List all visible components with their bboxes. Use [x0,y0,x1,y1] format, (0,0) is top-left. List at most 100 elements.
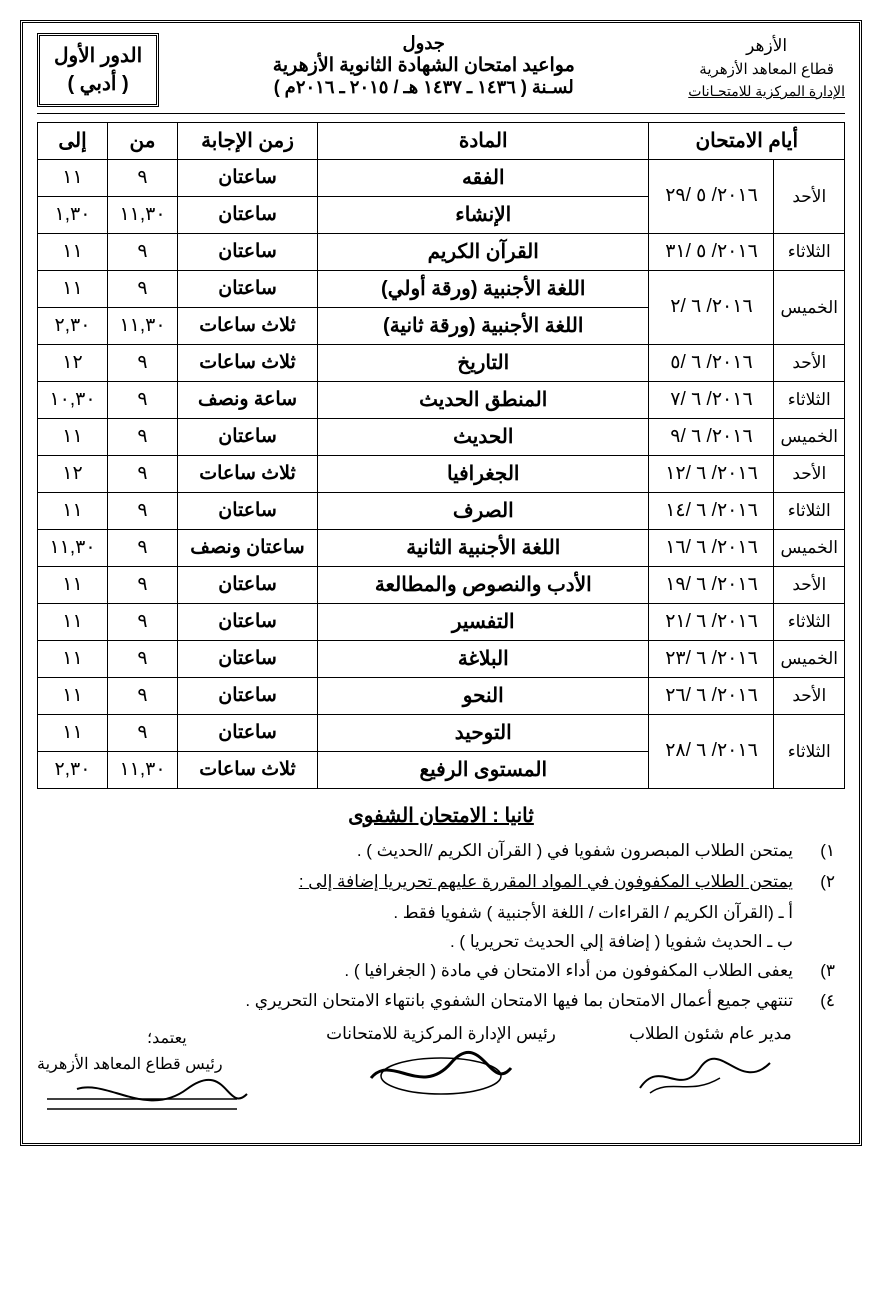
cell-day: الثلاثاء [774,382,845,419]
table-row: الخميس٢٠١٦/ ٦ /٩الحديثساعتان٩١١ [38,419,845,456]
cell-subject: النحو [318,678,649,715]
cell-subject: اللغة الأجنبية الثانية [318,530,649,567]
cell-from: ٩ [108,567,178,604]
cell-date: ٢٠١٦/ ٦ /٢٦ [649,678,774,715]
oral-item-text: يمتحن الطلاب المكفوفون في المواد المقررة… [47,868,793,897]
round-box: الدور الأول ( أدبي ) [37,33,159,107]
cell-subject: اللغة الأجنبية (ورقة أولي) [318,271,649,308]
document-header: الأزهر قطاع المعاهد الأزهرية الإدارة الم… [37,33,845,114]
cell-duration: ساعتان [178,271,318,308]
cell-from: ٩ [108,382,178,419]
cell-duration: ساعتان [178,493,318,530]
oral-subitem: أ ـ (القرآن الكريم / القراءات / اللغة ال… [47,899,835,928]
table-header-row: أيام الامتحان المادة زمن الإجابة من إلى [38,123,845,160]
table-row: الثلاثاء٢٠١٦/ ٦ /٢١التفسيرساعتان٩١١ [38,604,845,641]
oral-section: ثانيا : الامتحان الشفوى ١)يمتحن الطلاب ا… [37,799,845,1016]
cell-duration: ثلاث ساعات [178,345,318,382]
cell-day: الأحد [774,678,845,715]
cell-day: الخميس [774,641,845,678]
cell-from: ٩ [108,271,178,308]
oral-item-number: ١) [807,837,835,866]
cell-day: الخميس [774,530,845,567]
th-days: أيام الامتحان [649,123,845,160]
cell-subject: الإنشاء [318,197,649,234]
sig-left-scribble [576,1048,845,1104]
oral-item: ١)يمتحن الطلاب المبصرون شفويا في ( القرآ… [47,837,835,866]
cell-subject: الجغرافيا [318,456,649,493]
oral-item-number: ٣) [807,957,835,986]
cell-subject: الأدب والنصوص والمطالعة [318,567,649,604]
cell-to: ١٢ [38,345,108,382]
approve-scribble [37,1074,306,1129]
cell-duration: ثلاث ساعات [178,456,318,493]
th-subject: المادة [318,123,649,160]
cell-to: ١١ [38,641,108,678]
cell-subject: الصرف [318,493,649,530]
cell-from: ٩ [108,419,178,456]
cell-from: ٩ [108,604,178,641]
table-row: الأحد٢٠١٦/ ٦ /١٩الأدب والنصوص والمطالعةس… [38,567,845,604]
cell-date: ٢٠١٦/ ٦ /٢ [649,271,774,345]
org-line-3: الإدارة المركزية للامتحـانات [688,81,845,102]
oral-item: ٤)تنتهي جميع أعمال الامتحان بما فيها الا… [47,987,835,1016]
oral-title: ثانيا : الامتحان الشفوى [47,799,835,833]
cell-day: الخميس [774,271,845,345]
sig-center-scribble [306,1048,575,1104]
cell-date: ٢٠١٦/ ٦ /١٤ [649,493,774,530]
cell-to: ١١ [38,234,108,271]
cell-to: ٢,٣٠ [38,752,108,789]
cell-to: ١١ [38,419,108,456]
org-block: الأزهر قطاع المعاهد الأزهرية الإدارة الم… [688,33,845,102]
cell-duration: ساعتان [178,567,318,604]
title-line-3: لسـنة ( ١٤٣٦ ـ ١٤٣٧ هـ / ٢٠١٥ ـ ٢٠١٦م ) [169,77,678,98]
oral-item-number: ٢) [807,868,835,897]
table-row: الخميس٢٠١٦/ ٦ /١٦اللغة الأجنبية الثانيةس… [38,530,845,567]
cell-from: ١١,٣٠ [108,197,178,234]
cell-day: الأحد [774,345,845,382]
cell-from: ١١,٣٠ [108,308,178,345]
cell-to: ٢,٣٠ [38,308,108,345]
th-to: إلى [38,123,108,160]
schedule-table: أيام الامتحان المادة زمن الإجابة من إلى … [37,122,845,789]
cell-duration: ساعتان [178,715,318,752]
cell-to: ١١ [38,604,108,641]
oral-item-number: ٤) [807,987,835,1016]
table-row: الأحد٢٠١٦/ ٦ /١٢الجغرافياثلاث ساعات٩١٢ [38,456,845,493]
oral-item-text: يعفى الطلاب المكفوفون من أداء الامتحان ف… [47,957,793,986]
cell-to: ١١ [38,678,108,715]
cell-duration: ساعتان [178,419,318,456]
round-line-1: الدور الأول [54,42,142,70]
cell-date: ٢٠١٦/ ٦ /٢٣ [649,641,774,678]
oral-item: ٣) يعفى الطلاب المكفوفون من أداء الامتحان… [47,957,835,986]
org-line-1: الأزهر [688,33,845,59]
cell-date: ٢٠١٦/ ٦ /٢٨ [649,715,774,789]
sig-center-block: رئيس الإدارة المركزية للامتحانات [306,1024,575,1129]
table-row: الأحد٢٠١٦/ ٦ /٥التاريخثلاث ساعات٩١٢ [38,345,845,382]
cell-from: ٩ [108,493,178,530]
cell-from: ٩ [108,678,178,715]
cell-from: ٩ [108,234,178,271]
cell-day: الخميس [774,419,845,456]
cell-to: ١١ [38,715,108,752]
cell-duration: ثلاث ساعات [178,308,318,345]
table-row: الثلاثاء٢٠١٦/ ٦ /٧المنطق الحديثساعة ونصف… [38,382,845,419]
cell-duration: ساعتان [178,160,318,197]
cell-day: الثلاثاء [774,234,845,271]
cell-to: ١١ [38,160,108,197]
table-row: الأحد٢٠١٦/ ٦ /٢٦النحوساعتان٩١١ [38,678,845,715]
approve-label: يعتمد؛ [147,1028,306,1048]
oral-item: ٢) يمتحن الطلاب المكفوفون في المواد المقر… [47,868,835,897]
cell-day: الأحد [774,567,845,604]
cell-to: ١١ [38,271,108,308]
cell-from: ١١,٣٠ [108,752,178,789]
cell-duration: ساعتان ونصف [178,530,318,567]
cell-subject: المستوى الرفيع [318,752,649,789]
page-frame: الأزهر قطاع المعاهد الأزهرية الإدارة الم… [20,20,862,1146]
cell-subject: القرآن الكريم [318,234,649,271]
title-line-1: جدول [169,33,678,54]
cell-duration: ساعتان [178,197,318,234]
cell-day: الثلاثاء [774,604,845,641]
sig-left-block: مدير عام شئون الطلاب [576,1024,845,1129]
cell-subject: التفسير [318,604,649,641]
cell-duration: ساعتان [178,234,318,271]
